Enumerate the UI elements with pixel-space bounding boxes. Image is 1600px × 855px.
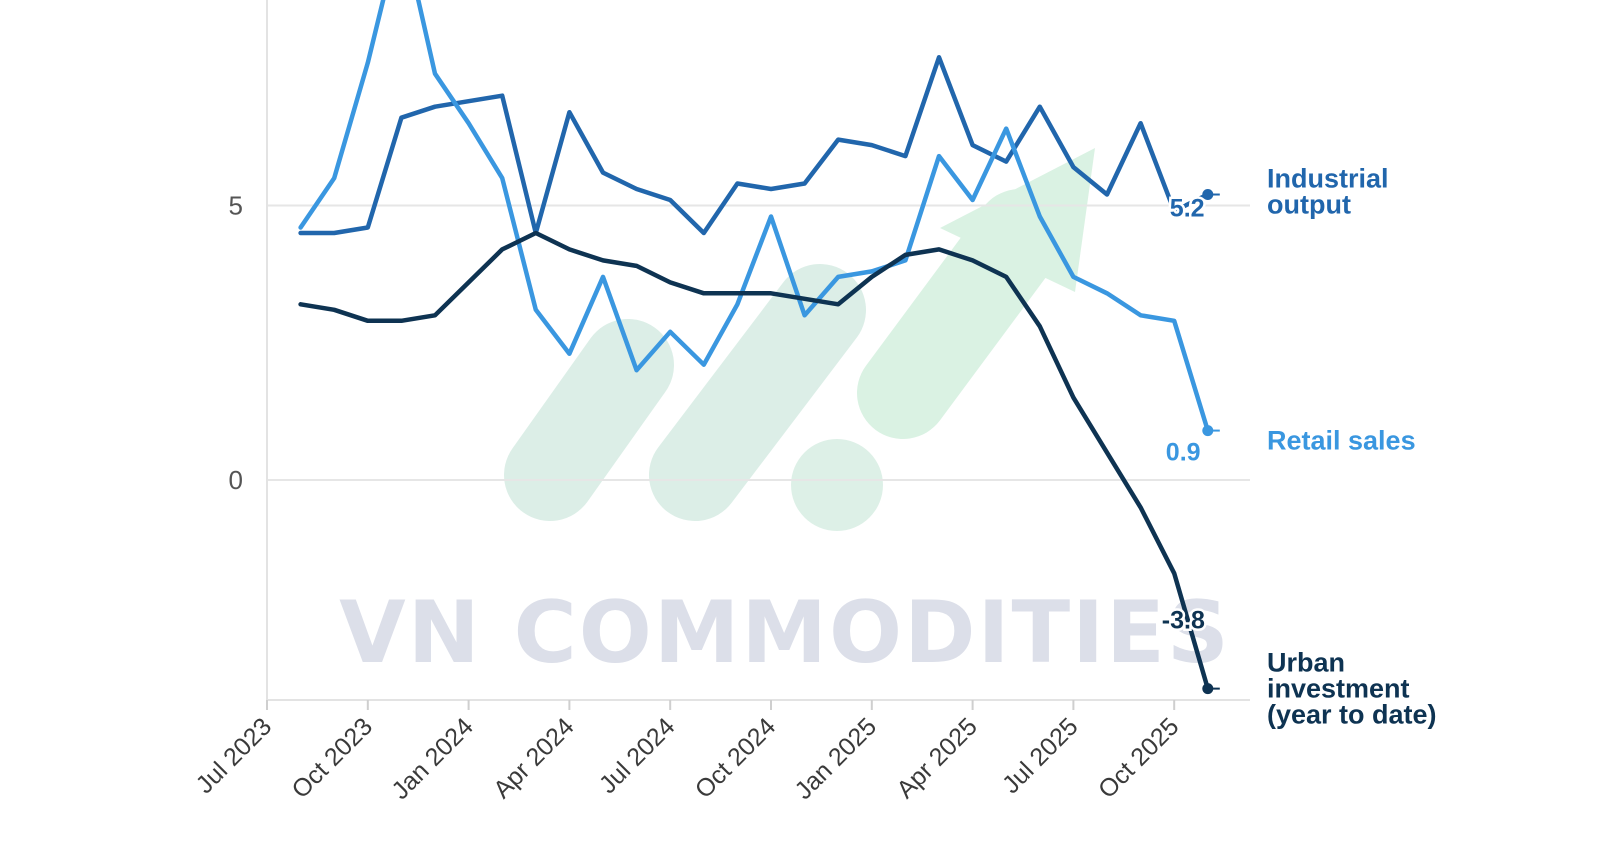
watermark-logo [504,148,1095,531]
gridlines [267,204,1250,481]
series-lines [298,0,1220,695]
x-tick-label: Apr 2025 [891,712,983,804]
series-line-industrial-output [298,55,1211,236]
x-tick-label: Jan 2024 [386,712,479,805]
x-tick-label: Jul 2024 [594,712,681,799]
series-name-label: Industrial output [1267,164,1389,220]
x-tick-label: Oct 2025 [1093,712,1185,804]
x-tick-label: Jul 2025 [997,712,1084,799]
watermark-text: VN COMMODITIES [339,583,1231,683]
x-tick-label: Oct 2023 [287,712,379,804]
x-tick-label: Jan 2025 [790,712,883,805]
series-name-label: Retail sales [1267,426,1416,456]
y-axis: 05 [229,0,268,700]
series-end-value: 0.9 [1166,439,1201,467]
series-line-retail-sales [298,0,1211,433]
series-end-value: -3.8 [1162,607,1205,635]
series-line-urban-investment-year-to-date- [298,230,1211,691]
x-tick-label: Apr 2024 [488,712,580,804]
y-tick-label: 0 [229,465,243,495]
series-end-value: 5.2 [1170,195,1205,223]
series-labels: 5.2 Industrial output 0.9 Retail sales -3.8 Ur… [1159,164,1437,730]
y-tick-label: 5 [229,191,243,221]
x-tick-label: Jul 2023 [191,712,278,799]
series-name-label: Urban investment (year to date) [1267,648,1437,730]
x-axis: Jul 2023 Oct 2023 Jan 2024 Apr 2024 Jul 2024… [191,699,1250,805]
x-tick-label: Oct 2024 [690,712,782,804]
